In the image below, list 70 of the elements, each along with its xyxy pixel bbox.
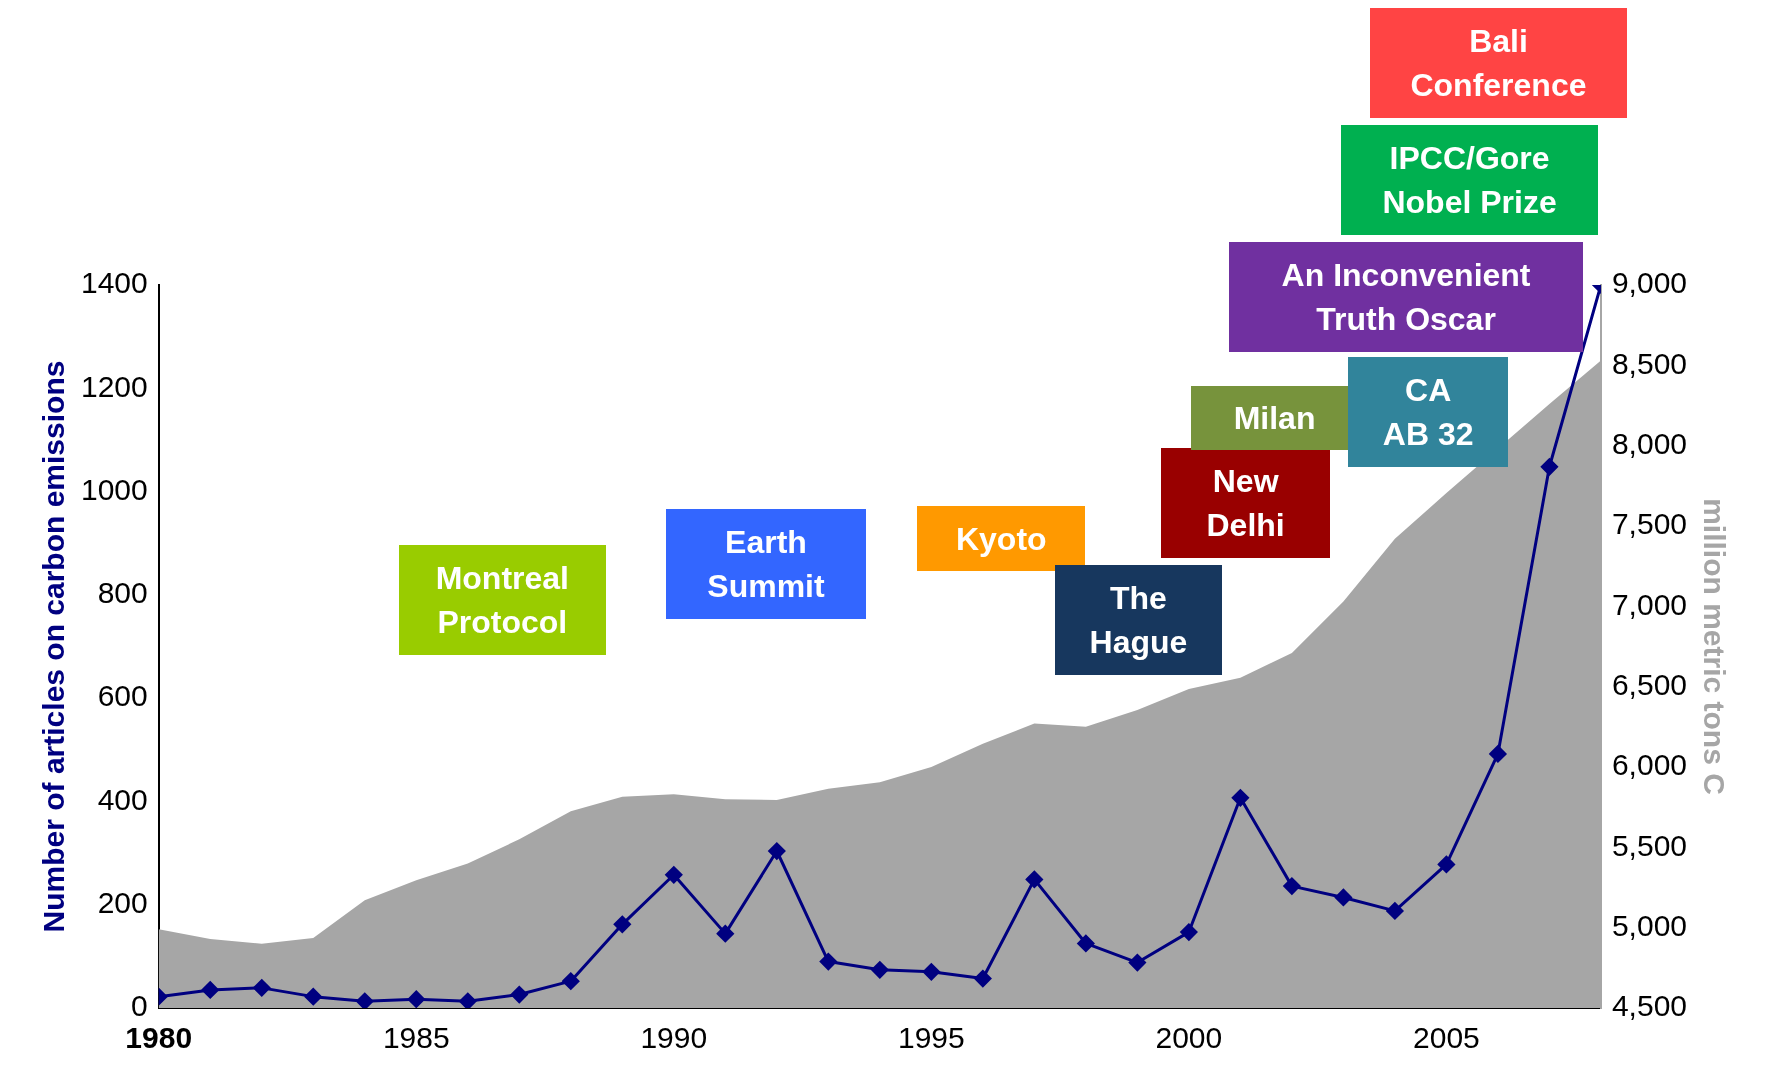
y2-tick-label: 6,500 <box>1611 667 1687 701</box>
x-tick-label: 1980 <box>125 1021 193 1055</box>
point <box>871 961 889 979</box>
label-box: An Inconvenient Truth Oscar <box>1229 241 1583 352</box>
y-tick-label: 1000 <box>80 472 148 506</box>
y2-tick-label: 6,000 <box>1611 748 1687 782</box>
point <box>1025 870 1043 888</box>
point <box>716 925 734 943</box>
label-box: Earth Summit <box>665 509 867 620</box>
annotation: New Delhi <box>1205 461 1286 545</box>
x-tick-label: 1995 <box>897 1021 965 1055</box>
point <box>1386 902 1404 920</box>
y2-axis-title: million metric tons C <box>1697 498 1731 795</box>
x-tick-label: 2000 <box>1155 1021 1223 1055</box>
y-axis-title: Number of articles on carbon emissions <box>37 360 71 933</box>
point <box>613 915 631 933</box>
label-box: Montreal Protocol <box>399 545 606 656</box>
label-box: Bali Conference <box>1369 7 1628 118</box>
annotation: Montreal Protocol <box>434 559 570 643</box>
label-box: Kyoto <box>917 505 1086 572</box>
y-tick-label: 0 <box>131 989 148 1023</box>
y2-tick-label: 8,000 <box>1611 426 1687 460</box>
point <box>510 986 528 1004</box>
point <box>1437 855 1455 873</box>
point <box>819 953 837 971</box>
point <box>922 963 940 981</box>
point <box>1128 954 1146 972</box>
annotation: The Hague <box>1088 578 1189 662</box>
x-tick-label: 1985 <box>382 1021 450 1055</box>
y2-tick-label: 7,500 <box>1611 507 1687 541</box>
label-box: IPCC/Gore Nobel Prize <box>1341 124 1598 235</box>
point <box>1283 877 1301 895</box>
point <box>253 979 271 997</box>
y2-tick-label: 5,500 <box>1611 828 1687 862</box>
point <box>974 970 992 988</box>
point <box>459 992 477 1008</box>
label-box: CA AB 32 <box>1348 357 1509 468</box>
point <box>1231 789 1249 807</box>
y2-tick-label: 4,500 <box>1611 989 1687 1023</box>
y-tick-label: 400 <box>97 782 148 816</box>
label-box: The Hague <box>1054 564 1223 675</box>
point <box>768 842 786 860</box>
point <box>665 866 683 884</box>
y-tick-label: 200 <box>97 885 148 919</box>
point <box>1180 923 1198 941</box>
point <box>304 988 322 1006</box>
x-tick-label: 1990 <box>640 1021 708 1055</box>
point <box>1077 934 1095 952</box>
annotation: An Inconvenient Truth Oscar <box>1280 255 1532 339</box>
annotation: Milan <box>1233 398 1316 438</box>
y-tick-label: 1200 <box>80 369 148 403</box>
y2-tick-label: 5,000 <box>1611 908 1687 942</box>
annotation: Earth Summit <box>706 523 826 607</box>
point <box>201 981 219 999</box>
x-tick-label: 2005 <box>1413 1021 1480 1055</box>
annotation: Kyoto <box>955 519 1047 559</box>
y-tick-label: 600 <box>97 679 148 713</box>
point <box>562 972 580 990</box>
point <box>356 992 374 1008</box>
y2-tick-label: 9,000 <box>1611 266 1687 300</box>
y2-tick-label: 7,000 <box>1611 587 1687 621</box>
point <box>1489 745 1507 763</box>
label-box: New Delhi <box>1161 447 1331 558</box>
point <box>1540 458 1558 476</box>
annotation: CA AB 32 <box>1381 371 1475 455</box>
point <box>407 990 425 1008</box>
y2-tick-label: 8,500 <box>1611 346 1687 380</box>
y-tick-label: 800 <box>97 576 148 610</box>
y-tick-label: 1400 <box>80 266 148 300</box>
point <box>1334 888 1352 906</box>
